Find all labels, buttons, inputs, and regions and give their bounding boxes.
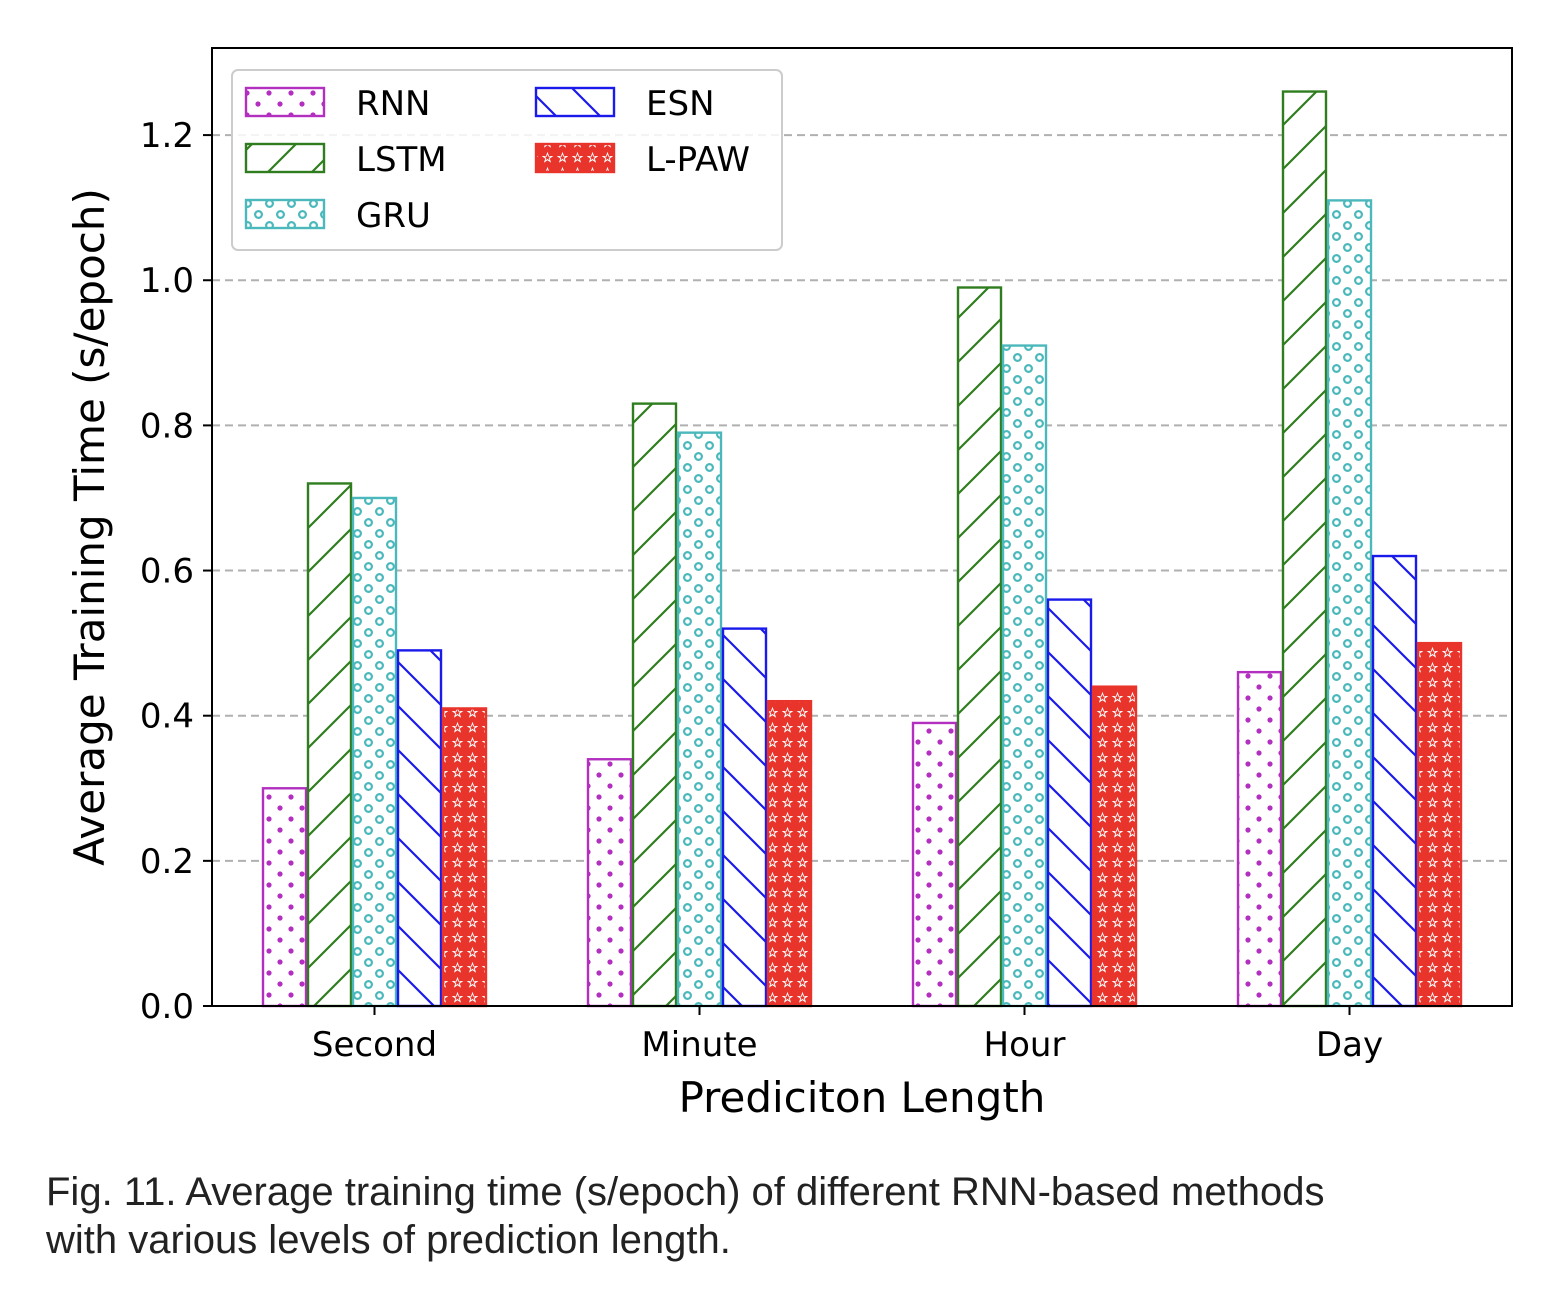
bar-rnn-hour [911, 721, 958, 1008]
y-tick-label: 0.6 [140, 552, 194, 592]
x-tick-label: Hour [984, 1025, 1066, 1065]
legend-frame [231, 69, 783, 251]
x-axis-label: Prediciton Length [679, 1073, 1046, 1122]
y-tick-label: 0.4 [140, 697, 194, 737]
bar-lstm-second [306, 482, 353, 1008]
y-axis-ticks: 0.0 0.2 0.4 0.6 0.8 1.0 1.2 [140, 116, 212, 1027]
legend-swatch-gru [244, 198, 326, 230]
plot-area-frame [211, 47, 1513, 1007]
y-tick-label: 0.2 [140, 842, 194, 882]
bar-lstm-hour [956, 286, 1003, 1008]
y-axis-label: Average Training Time (s/epoch) [65, 188, 114, 866]
y-tick-label: 0.8 [140, 406, 194, 446]
bar-rnn-second [261, 787, 308, 1008]
bar-rnn-day [1236, 670, 1283, 1008]
bar-lstm-minute [631, 402, 678, 1008]
bar-gru-day [1326, 199, 1373, 1008]
x-tick-label: Minute [641, 1025, 757, 1065]
y-tick-label: 0.0 [140, 987, 194, 1027]
caption-line-1: Fig. 11. Average training time (s/epoch)… [46, 1170, 1325, 1214]
legend-label-lstm: LSTM [356, 140, 447, 180]
y-tick-label: 1.2 [140, 116, 194, 156]
legend-label-l-paw: L-PAW [646, 140, 750, 180]
legend-label-rnn: RNN [356, 84, 431, 124]
legend-swatch-l-paw [534, 142, 616, 174]
x-tick-label: Day [1316, 1025, 1383, 1065]
y-tick-label: 1.0 [140, 261, 194, 301]
bar-rnn-minute [586, 758, 633, 1008]
bar-esn-minute [721, 627, 768, 1008]
caption-line-2: with various levels of prediction length… [46, 1218, 731, 1262]
legend-label-gru: GRU [356, 196, 431, 236]
bar-gru-second [351, 496, 398, 1008]
bar-chart: 0.0 0.2 0.4 0.6 0.8 1.0 1.2 Second Minute Hour Da… [65, 47, 1513, 1122]
bar-gru-hour [1001, 344, 1048, 1008]
bar-l-paw-second [441, 707, 488, 1008]
legend-label-esn: ESN [646, 84, 715, 124]
bar-esn-hour [1046, 598, 1093, 1008]
bar-l-paw-hour [1091, 685, 1138, 1008]
bar-esn-second [396, 649, 443, 1008]
bar-gru-minute [676, 431, 723, 1008]
legend-swatch-esn [534, 86, 616, 118]
legend-swatch-rnn [244, 86, 326, 118]
legend-swatch-lstm [244, 142, 326, 174]
x-axis-ticks: Second Minute Hour Day [312, 1006, 1383, 1065]
bar-esn-day [1371, 554, 1418, 1008]
bar-l-paw-day [1416, 641, 1463, 1008]
x-tick-label: Second [312, 1025, 437, 1065]
figure-caption: Fig. 11. Average training time (s/epoch)… [46, 1168, 1546, 1264]
legend: RNN LSTM GRU ESN L-PAW [231, 69, 783, 251]
bar-l-paw-minute [766, 699, 813, 1008]
bar-lstm-day [1281, 90, 1328, 1008]
